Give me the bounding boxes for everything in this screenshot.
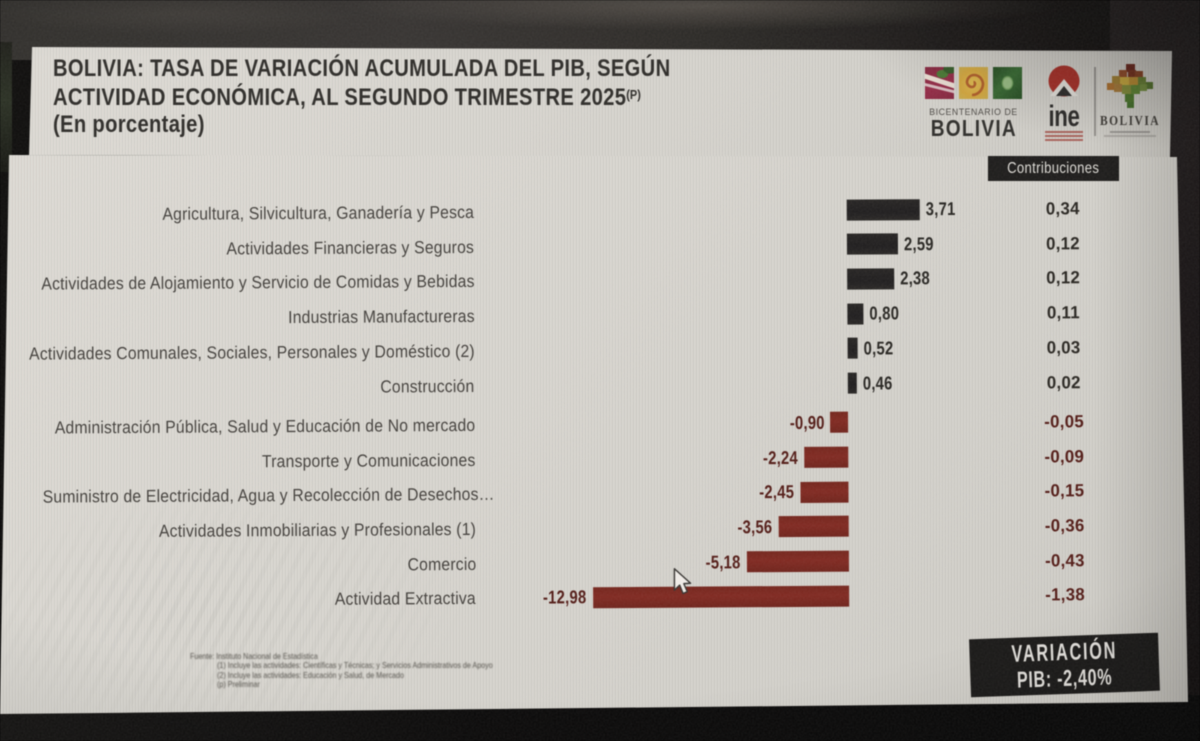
- category-label: Transporte y Comunicaciones: [261, 449, 476, 471]
- contribution-value: 0,03: [1046, 337, 1081, 358]
- category-label: Administración Pública, Salud y Educació…: [54, 414, 476, 438]
- bar-value-label: -0,90: [789, 411, 825, 433]
- category-label: Construcción: [380, 375, 475, 397]
- footnote-p: (p) Preliminar: [217, 679, 260, 690]
- bar-value-label: 3,71: [925, 197, 956, 220]
- bar-positive: [847, 303, 864, 325]
- bar-positive: [847, 268, 895, 290]
- bar-value-label: -12,98: [543, 586, 587, 608]
- slide-title-line2: ACTIVIDAD ECONÓMICA, AL SEGUNDO TRIMESTR…: [53, 83, 641, 111]
- category-label: Agricultura, Silvicultura, Ganadería y P…: [162, 201, 474, 224]
- category-label: Industrias Manufactureras: [287, 306, 475, 328]
- bolivia-brand-logo: BOLIVIA: [1087, 64, 1173, 137]
- contribution-value: 0,11: [1046, 302, 1080, 323]
- bolivia-brand-subline2: [1104, 135, 1156, 137]
- bolivia-brand-name: BOLIVIA: [1099, 114, 1161, 129]
- bar-value-label: 0,80: [869, 302, 900, 324]
- bar-positive: [846, 198, 921, 221]
- bar-value-label: 2,38: [900, 267, 931, 289]
- contribution-value: -0,15: [1044, 480, 1085, 501]
- bar-value-label: -2,45: [759, 481, 795, 503]
- bar-positive: [847, 372, 857, 394]
- bicentenario-squares-icon: [922, 67, 1025, 99]
- contribution-value: 0,12: [1045, 232, 1080, 254]
- bar-positive: [847, 337, 858, 359]
- bar-value-label: -2,24: [763, 446, 799, 468]
- slide-title-block: BOLIVIA: TASA DE VARIACIÓN ACUMULADA DEL…: [53, 56, 788, 138]
- category-label: Actividades Inmobiliarias y Profesionale…: [158, 518, 476, 541]
- photo-background-left: [0, 42, 12, 172]
- bicentenario-square-red-icon: [925, 67, 954, 99]
- variation-pib-box: VARIACIÓN PIB: -2,40%: [969, 632, 1160, 698]
- bicentenario-square-green-icon: [993, 67, 1022, 99]
- bar-negative: [800, 481, 849, 503]
- category-label: Comercio: [407, 553, 476, 574]
- bar-chart: Agricultura, Silvicultura, Ganadería y P…: [0, 149, 1190, 716]
- bar-value-label: 0,52: [863, 337, 894, 359]
- ine-name: ine: [1048, 100, 1080, 133]
- bar-value-label: -3,56: [737, 516, 773, 538]
- variation-value: PIB: -2,40%: [1016, 662, 1114, 693]
- contribution-value: -0,36: [1044, 515, 1085, 536]
- category-label: Actividad Extractiva: [335, 588, 477, 610]
- category-label: Suministro de Electricidad, Agua y Recol…: [42, 484, 495, 507]
- title-superscript: (P): [626, 86, 641, 102]
- bicentenario-name: BOLIVIA: [930, 115, 1017, 141]
- contribution-value: 0,02: [1046, 371, 1081, 392]
- contribution-value: -0,09: [1044, 445, 1085, 466]
- mouse-cursor-icon[interactable]: [673, 568, 692, 597]
- bar-negative: [778, 516, 849, 538]
- bar-negative: [746, 550, 849, 573]
- bar-value-label: 0,46: [862, 371, 893, 394]
- slide-chart-area: Contribuciones Agricultura, Silvicultura…: [0, 154, 1188, 714]
- slide-title-line1: BOLIVIA: TASA DE VARIACIÓN ACUMULADA DEL…: [53, 55, 671, 82]
- bar-positive: [846, 233, 899, 255]
- contribution-value: 0,34: [1045, 198, 1080, 219]
- slide-header-content: BOLIVIA: TASA DE VARIACIÓN ACUMULADA DEL…: [29, 47, 1172, 158]
- contribution-value: -1,38: [1045, 584, 1086, 605]
- contribution-value: -0,43: [1044, 549, 1085, 571]
- bicentenario-logo: BICENTENARIO DE BOLIVIA: [922, 67, 1025, 141]
- contribution-value: -0,05: [1044, 411, 1084, 432]
- footnotes-block: Fuente: Instituto Nacional de Estadístic…: [190, 651, 545, 690]
- contribution-value: 0,12: [1046, 267, 1081, 288]
- bar-value-label: 2,59: [904, 232, 934, 254]
- ine-sublabel-lines: [1045, 131, 1083, 142]
- bar-negative: [830, 411, 849, 434]
- bolivia-chakana-icon: [1107, 64, 1153, 108]
- ine-mountain-icon: [1048, 65, 1080, 97]
- bar-negative: [592, 585, 850, 609]
- slide-subtitle: (En porcentaje): [53, 111, 205, 138]
- category-label: Actividades Financieras y Seguros: [226, 236, 475, 259]
- category-label: Actividades Comunales, Sociales, Persona…: [28, 340, 475, 364]
- bolivia-brand-subline: [1110, 131, 1150, 133]
- ine-logo: ine: [1043, 65, 1085, 142]
- bar-negative: [803, 446, 849, 468]
- bicentenario-square-spiral-icon: [959, 67, 988, 99]
- bar-value-label: -5,18: [705, 550, 741, 573]
- category-label: Actividades de Alojamiento y Servicio de…: [40, 271, 475, 294]
